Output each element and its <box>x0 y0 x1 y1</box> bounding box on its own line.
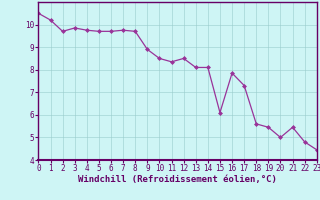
X-axis label: Windchill (Refroidissement éolien,°C): Windchill (Refroidissement éolien,°C) <box>78 175 277 184</box>
